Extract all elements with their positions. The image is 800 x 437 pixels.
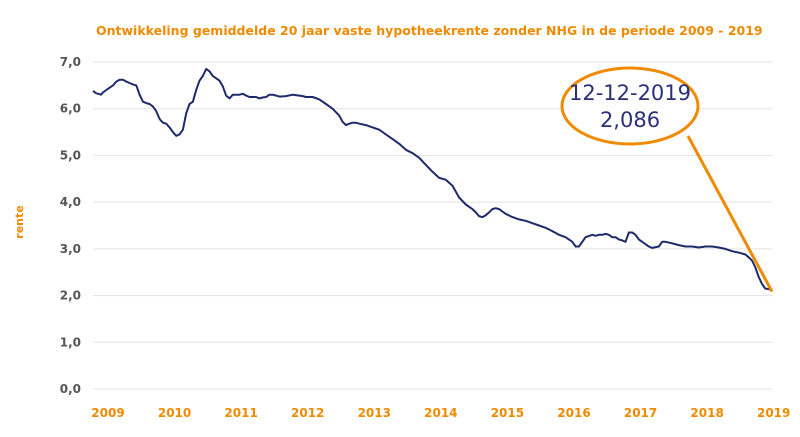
y-tick-label: 0,0: [60, 382, 81, 396]
x-axis: 2009 2010 2011 2012 2013 2014 2015 2016 2017 2018…: [91, 406, 790, 420]
x-tick-label: 2009: [91, 406, 124, 420]
y-tick-label: 3,0: [60, 242, 81, 256]
y-axis-label: rente: [13, 205, 26, 238]
x-tick-label: 2017: [624, 406, 657, 420]
annotation-ellipse: [560, 66, 700, 146]
x-tick-label: 2012: [291, 406, 324, 420]
x-tick-label: 2014: [424, 406, 457, 420]
chart-title: Ontwikkeling gemiddelde 20 jaar vaste hy…: [96, 23, 763, 38]
y-tick-label: 4,0: [60, 195, 81, 209]
y-tick-label: 7,0: [60, 55, 81, 69]
x-tick-label: 2015: [491, 406, 524, 420]
y-tick-label: 2,0: [60, 289, 81, 303]
annotation-value: 2,086: [600, 108, 660, 132]
x-tick-label: 2013: [358, 406, 391, 420]
y-tick-label: 1,0: [60, 335, 81, 349]
grid: [93, 61, 772, 390]
x-tick-label: 2019: [757, 406, 790, 420]
y-axis: 0,0 1,0 2,0 3,0 4,0 5,0 6,0 7,0: [60, 55, 81, 396]
annotation-date: 12-12-2019: [569, 81, 691, 105]
y-tick-label: 6,0: [60, 102, 81, 116]
x-tick-label: 2010: [158, 406, 191, 420]
y-tick-label: 5,0: [60, 148, 81, 162]
x-tick-label: 2018: [690, 406, 723, 420]
x-tick-label: 2016: [557, 406, 590, 420]
annotation-pointer: [686, 135, 774, 293]
x-tick-label: 2011: [224, 406, 257, 420]
annotation-callout: 12-12-2019 2,086: [560, 66, 774, 293]
series-line: [92, 68, 773, 291]
